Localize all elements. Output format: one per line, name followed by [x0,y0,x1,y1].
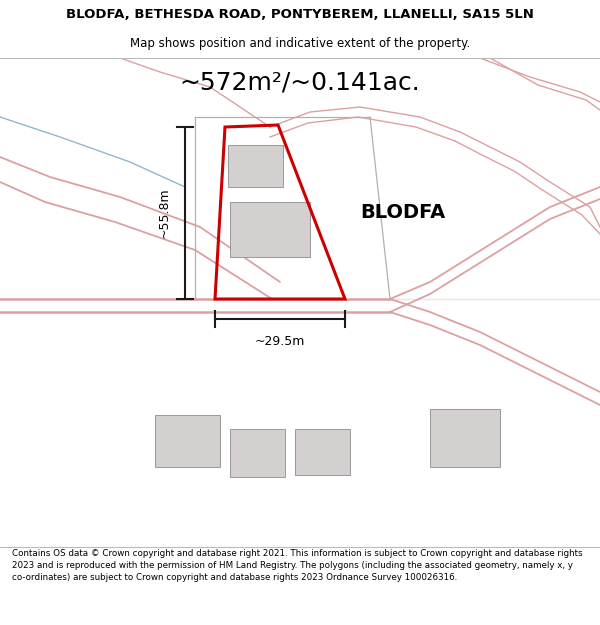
Bar [230,429,285,477]
Text: ~572m²/~0.141ac.: ~572m²/~0.141ac. [179,70,421,94]
Bar [155,415,220,467]
Text: Map shows position and indicative extent of the property.: Map shows position and indicative extent… [130,37,470,50]
Text: BLODFA, BETHESDA ROAD, PONTYBEREM, LLANELLI, SA15 5LN: BLODFA, BETHESDA ROAD, PONTYBEREM, LLANE… [66,8,534,21]
Text: BLODFA: BLODFA [360,202,445,221]
Text: Contains OS data © Crown copyright and database right 2021. This information is : Contains OS data © Crown copyright and d… [12,549,583,582]
Bar [228,145,283,187]
Text: ~29.5m: ~29.5m [255,335,305,348]
Bar [430,409,500,467]
Bar [295,429,350,475]
Text: ~55.8m: ~55.8m [158,188,171,238]
Bar [230,202,310,257]
